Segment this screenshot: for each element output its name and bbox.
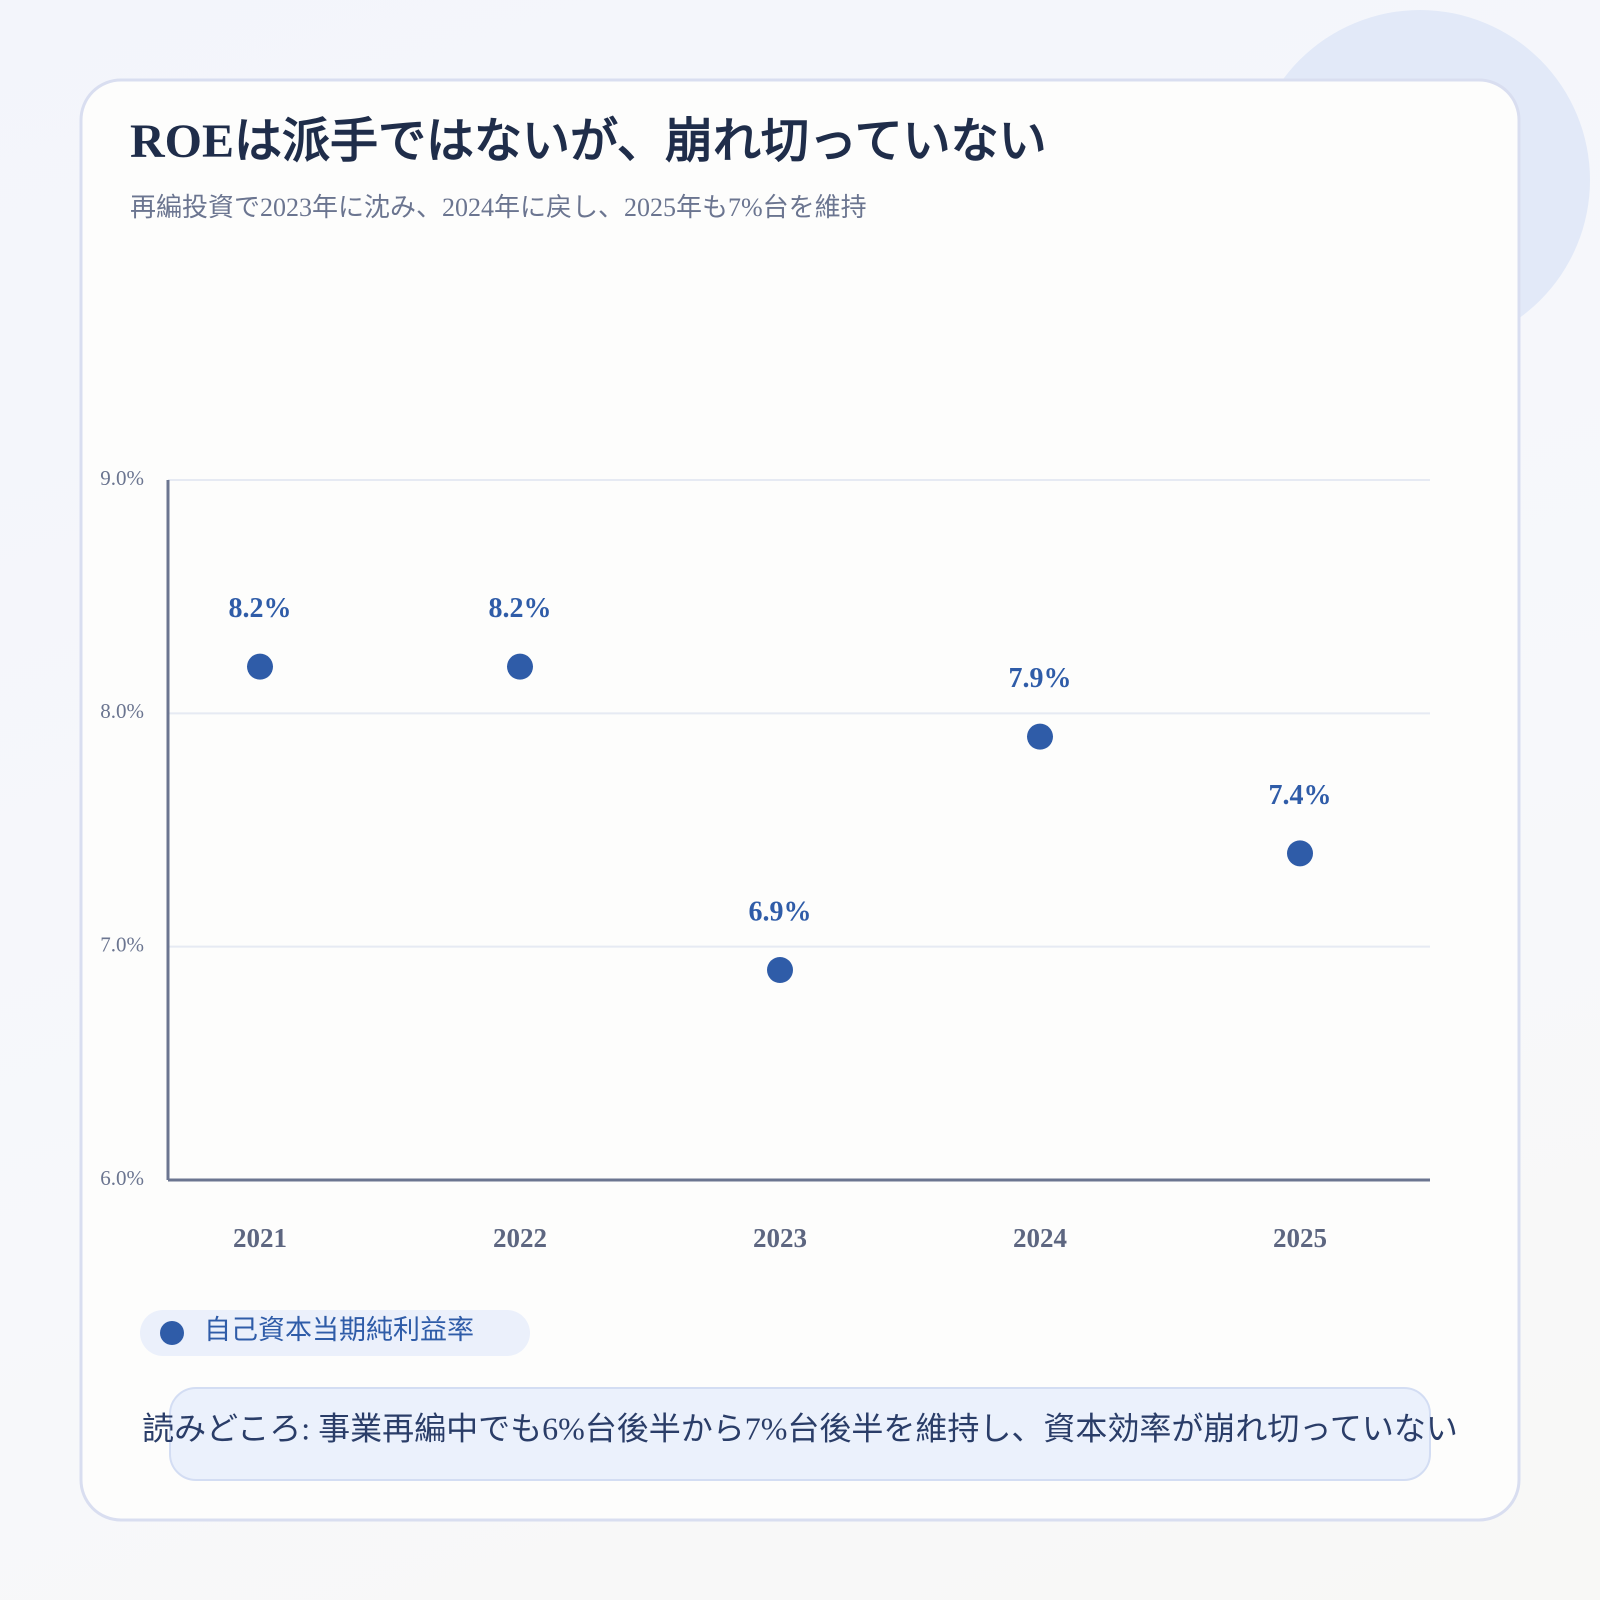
data-label: 7.4%	[1269, 780, 1332, 811]
x-tick-label: 2022	[493, 1223, 547, 1253]
legend-marker	[160, 1321, 184, 1345]
x-tick-label: 2021	[233, 1223, 287, 1253]
legend-label: 自己資本当期純利益率	[204, 1315, 474, 1345]
point	[247, 653, 273, 680]
y-tick-label: 8.0%	[100, 699, 144, 723]
point	[1287, 840, 1313, 867]
y-tick-label: 7.0%	[100, 932, 144, 956]
x-tick-label: 2023	[753, 1223, 807, 1253]
annotation: 読みどころ: 事業再編中でも6%台後半から7%台後半を維持し、資本効率が崩れ切っ…	[142, 1410, 1458, 1446]
data-label: 8.2%	[489, 593, 552, 624]
data-label: 6.9%	[749, 896, 812, 927]
point	[1027, 723, 1053, 750]
data-label: 7.9%	[1009, 663, 1072, 694]
y-tick-label: 9.0%	[100, 466, 144, 490]
annotation-box	[169, 1387, 1431, 1481]
card	[79, 78, 1521, 1522]
point	[767, 957, 793, 983]
y-tick-label: 6.0%	[100, 1166, 144, 1190]
chart-title: ROEは派手ではないが、崩れ切っていない	[130, 115, 1047, 168]
point	[507, 653, 533, 680]
chart-subtitle: 再編投資で2023年に沈み、2024年に戻し、2025年も7%台を維持	[130, 193, 867, 222]
x-tick-label: 2025	[1273, 1223, 1327, 1253]
x-tick-label: 2024	[1013, 1223, 1067, 1253]
data-label: 8.2%	[229, 593, 292, 624]
legend-box	[140, 1310, 530, 1356]
